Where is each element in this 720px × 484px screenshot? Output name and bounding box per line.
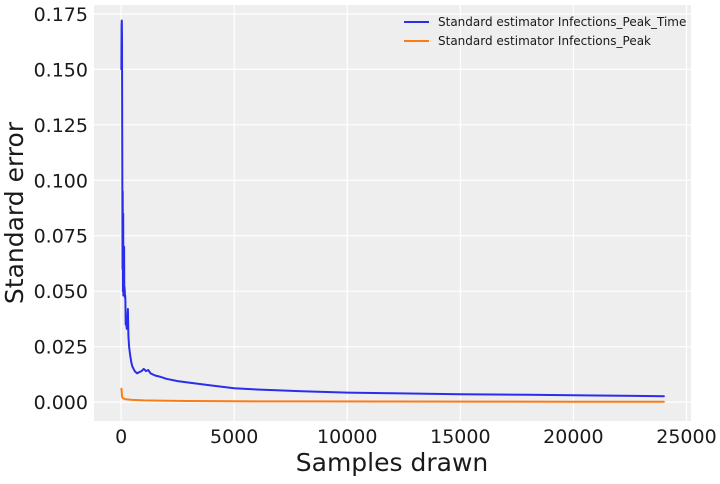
legend-label: Standard estimator Infections_Peak_Time	[438, 15, 686, 29]
series-line-1	[120, 19, 665, 398]
x-tick-label: 25000	[656, 426, 716, 448]
tick-labels: 0 5000 10000 15000 20000 25000 0.000 0.025 0.050…	[34, 4, 717, 448]
x-tick-label: 5000	[210, 426, 258, 448]
y-tick-label: 0.125	[34, 115, 88, 137]
y-tick-label: 0.025	[34, 337, 88, 359]
y-tick-label: 0.050	[34, 281, 88, 303]
x-tick-label: 20000	[543, 426, 603, 448]
legend-label: Standard estimator Infections_Peak	[438, 34, 651, 48]
y-tick-label: 0.000	[34, 392, 88, 414]
x-tick-label: 0	[115, 426, 127, 448]
legend: Standard estimator Infections_Peak_Time S…	[404, 15, 686, 48]
series-line-2	[120, 387, 665, 403]
x-axis-label: Samples drawn	[296, 448, 488, 477]
y-tick-label: 0.150	[34, 59, 88, 81]
grid	[94, 5, 691, 421]
x-tick-label: 10000	[317, 426, 377, 448]
y-tick-label: 0.075	[34, 226, 88, 248]
x-tick-label: 15000	[430, 426, 490, 448]
series-layer	[120, 19, 665, 403]
y-axis-label: Standard error	[0, 121, 29, 304]
plot-background	[94, 5, 691, 421]
y-tick-label: 0.175	[34, 4, 88, 26]
y-tick-label: 0.100	[34, 170, 88, 192]
